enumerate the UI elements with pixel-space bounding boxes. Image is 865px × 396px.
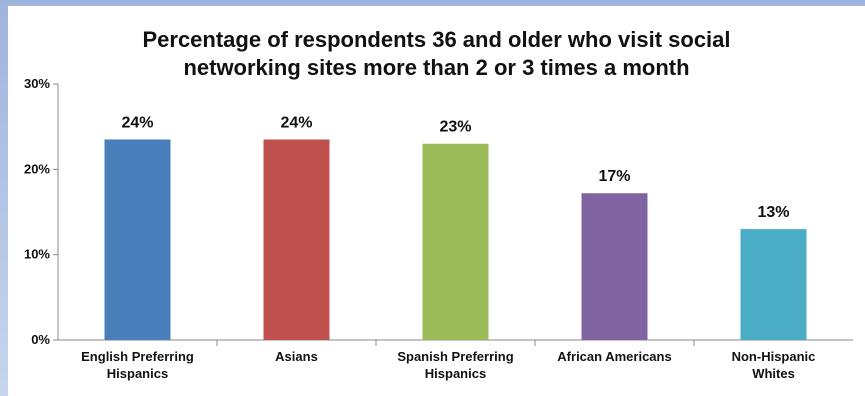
chart-title: Percentage of respondents 36 and older w… — [8, 26, 865, 82]
bar — [422, 143, 489, 340]
y-tick-label: 20% — [24, 161, 50, 176]
data-label: 24% — [121, 114, 153, 131]
y-tick-label: 0% — [31, 332, 50, 347]
x-tick-label: Hispanics — [425, 366, 486, 381]
y-tick-label: 10% — [24, 247, 50, 262]
bar — [581, 193, 648, 340]
y-tick-label: 30% — [24, 76, 50, 91]
chart-title-line-2: networking sites more than 2 or 3 times … — [183, 55, 690, 80]
bar — [740, 229, 807, 340]
x-tick-label: English Preferring — [81, 349, 194, 364]
x-tick-label: Whites — [752, 366, 795, 381]
x-tick-label: Non-Hispanic — [732, 349, 816, 364]
chart-frame: Percentage of respondents 36 and older w… — [8, 6, 865, 396]
bar — [104, 139, 171, 340]
data-label: 17% — [598, 168, 630, 185]
bar-chart: 0% 10% 20% 30% 24% English Preferring Hispanic… — [24, 76, 853, 381]
data-label: 13% — [757, 204, 789, 221]
x-tick-label: Hispanics — [107, 366, 168, 381]
data-label: 23% — [439, 119, 471, 136]
x-tick-label: Spanish Preferring — [397, 349, 513, 364]
bar — [263, 139, 330, 340]
chart-title-line-1: Percentage of respondents 36 and older w… — [142, 27, 731, 52]
data-label: 24% — [280, 114, 312, 131]
x-tick-label: Asians — [275, 349, 318, 364]
x-tick-label: African Americans — [557, 349, 671, 364]
